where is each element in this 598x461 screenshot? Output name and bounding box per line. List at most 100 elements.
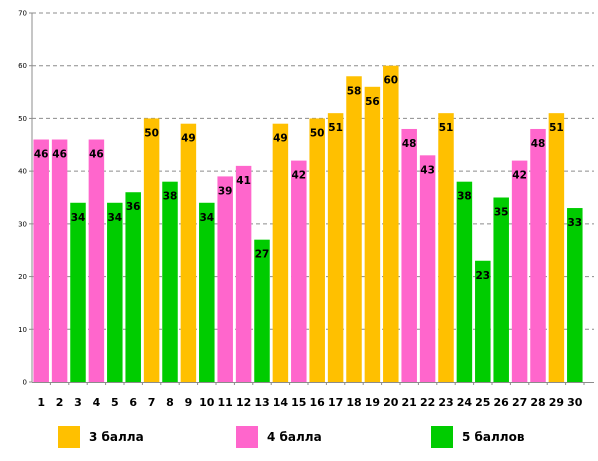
x-tick-label: 28	[530, 396, 545, 409]
bar	[162, 181, 178, 382]
data-label: 38	[163, 191, 178, 203]
x-tick-label: 27	[512, 396, 527, 409]
x-tick-label: 17	[328, 396, 343, 409]
data-label: 42	[291, 170, 306, 182]
x-axis-ticks: 1 2 3 4 5 6 7 8 9 10 11 12 13 14 15 16 17 18 19 20 21 22 23 24 2…	[37, 382, 585, 409]
x-tick-label: 19	[365, 396, 380, 409]
x-tick-label: 24	[457, 396, 473, 409]
data-label: 39	[218, 185, 233, 197]
y-tick-label: 30	[18, 220, 27, 228]
data-label: 27	[255, 249, 270, 261]
data-label: 50	[144, 127, 159, 139]
bar	[70, 202, 86, 382]
data-label: 58	[347, 85, 362, 97]
bar	[567, 208, 583, 382]
legend-swatch	[58, 426, 80, 448]
x-tick-label: 21	[402, 396, 417, 409]
data-label: 46	[34, 149, 49, 161]
x-tick-label: 13	[254, 396, 269, 409]
x-tick-label: 3	[74, 396, 82, 409]
x-tick-label: 8	[166, 396, 174, 409]
legend-item-3-balla: 3 балла	[58, 424, 144, 450]
data-label: 23	[475, 270, 490, 282]
data-label: 46	[89, 149, 104, 161]
bar	[401, 128, 417, 382]
y-tick-label: 20	[18, 273, 27, 281]
data-label: 36	[126, 201, 141, 213]
x-tick-label: 15	[291, 396, 306, 409]
bar	[346, 76, 362, 382]
x-tick-label: 7	[148, 396, 156, 409]
x-tick-label: 1	[37, 396, 45, 409]
bar	[107, 202, 123, 382]
data-label: 34	[107, 212, 122, 224]
bar	[33, 139, 49, 382]
y-tick-label: 50	[18, 115, 27, 123]
legend-item-4-balla: 4 балла	[236, 424, 322, 450]
legend-swatch	[431, 426, 453, 448]
y-tick-label: 10	[18, 326, 27, 334]
bar	[88, 139, 105, 382]
x-tick-label: 10	[199, 396, 215, 409]
y-tick-label: 70	[18, 10, 27, 18]
bar	[548, 113, 565, 383]
y-tick-label: 0	[23, 379, 27, 387]
x-tick-label: 29	[549, 396, 564, 409]
x-tick-label: 30	[567, 396, 583, 409]
x-tick-label: 26	[494, 396, 510, 409]
x-tick-label: 9	[185, 396, 193, 409]
data-label: 51	[439, 122, 454, 134]
legend-label: 5 баллов	[462, 430, 525, 444]
data-label: 51	[328, 122, 343, 134]
x-tick-label: 12	[236, 396, 251, 409]
bar	[125, 192, 141, 382]
data-label: 43	[420, 164, 435, 176]
bar	[327, 113, 344, 383]
data-label: 46	[52, 149, 67, 161]
bar	[309, 118, 325, 382]
legend-item-5-ballov: 5 баллов	[431, 424, 524, 450]
y-tick-label: 40	[18, 168, 27, 176]
bar	[419, 155, 436, 382]
bar	[438, 113, 454, 383]
data-label: 34	[71, 212, 86, 224]
bar	[493, 197, 509, 382]
data-label: 34	[199, 212, 214, 224]
x-tick-label: 16	[310, 396, 326, 409]
x-tick-label: 5	[111, 396, 119, 409]
x-tick-label: 14	[273, 396, 289, 409]
y-axis-ticks: 0 10 20 30 40 50 60 70	[18, 10, 32, 387]
x-tick-label: 23	[438, 396, 453, 409]
legend-label: 3 балла	[89, 430, 144, 444]
data-label: 51	[549, 122, 564, 134]
bar	[143, 118, 160, 382]
bar	[180, 123, 197, 382]
x-tick-label: 6	[129, 396, 137, 409]
bar	[51, 139, 68, 382]
x-tick-label: 11	[218, 396, 233, 409]
bar	[254, 239, 270, 382]
x-tick-label: 20	[383, 396, 399, 409]
bar	[511, 160, 528, 382]
data-label: 48	[402, 138, 417, 150]
bar	[235, 165, 252, 382]
x-tick-label: 2	[56, 396, 64, 409]
data-label: 33	[567, 217, 582, 229]
bar	[272, 123, 289, 382]
bar	[383, 65, 399, 382]
legend-swatch	[236, 426, 258, 448]
data-label: 49	[181, 133, 196, 145]
data-label: 41	[236, 175, 251, 187]
data-label: 49	[273, 133, 288, 145]
bar	[199, 202, 215, 382]
bar	[364, 86, 381, 383]
axes	[31, 13, 594, 383]
data-label: 42	[512, 170, 527, 182]
data-label: 60	[383, 75, 398, 87]
x-tick-label: 22	[420, 396, 435, 409]
bars	[33, 65, 583, 383]
data-label: 38	[457, 191, 472, 203]
bar	[456, 181, 473, 382]
